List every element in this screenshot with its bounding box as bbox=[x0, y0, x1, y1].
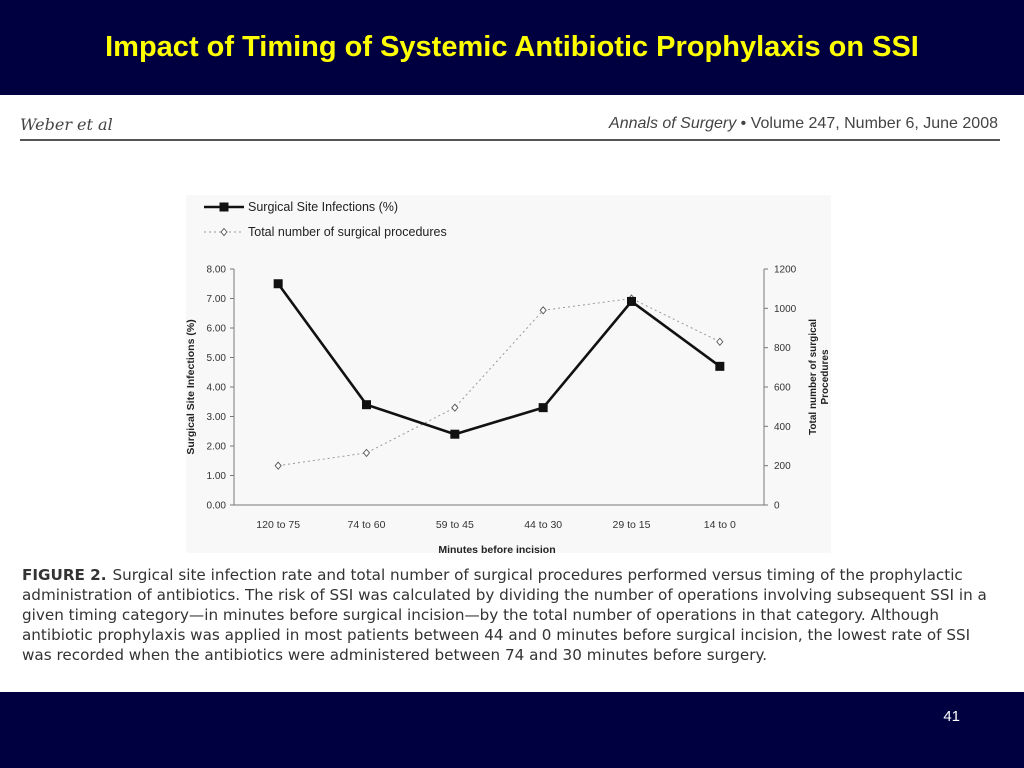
journal-bullet: • bbox=[740, 115, 747, 132]
y-tick-label: 6.00 bbox=[207, 324, 227, 335]
procedures-point bbox=[274, 461, 282, 470]
journal-citation: Annals of Surgery • Volume 247, Number 6… bbox=[609, 115, 998, 133]
y-tick-label: 5.00 bbox=[207, 353, 227, 364]
y2-axis-title-line1: Total number of surgical bbox=[808, 319, 819, 435]
y-tick-label: 2.00 bbox=[207, 442, 227, 453]
caption-text: Surgical site infection rate and total n… bbox=[22, 566, 987, 664]
y2-tick-label: 1200 bbox=[774, 265, 797, 276]
y-tick-label: 3.00 bbox=[207, 412, 227, 423]
procedures-point bbox=[451, 403, 459, 412]
x-tick-label: 120 to 75 bbox=[256, 519, 300, 531]
x-tick-label: 44 to 30 bbox=[524, 519, 562, 531]
y-axis-title: Surgical Site Infections (%) bbox=[186, 319, 197, 454]
x-tick-label: 14 to 0 bbox=[704, 519, 736, 531]
page-number: 41 bbox=[943, 708, 960, 725]
y2-tick-label: 1000 bbox=[774, 304, 797, 315]
slide-title: Impact of Timing of Systemic Antibiotic … bbox=[0, 0, 1024, 95]
x-tick-label: 74 to 60 bbox=[348, 519, 386, 531]
journal-issue: Volume 247, Number 6, June 2008 bbox=[750, 115, 998, 132]
y-tick-label: 1.00 bbox=[207, 471, 227, 482]
y2-axis-title-line2: Procedures bbox=[820, 349, 831, 404]
ssi-point bbox=[538, 403, 548, 413]
ssi-point bbox=[450, 429, 460, 439]
legend-ssi-marker bbox=[219, 202, 229, 212]
procedures-point bbox=[362, 448, 371, 458]
figure-box: 0.00 1.00 2.00 3.00 4.00 5.00 6.00 7.00 8.00 0 200… bbox=[186, 195, 831, 553]
ssi-point bbox=[715, 361, 725, 371]
procedures-series-line bbox=[278, 297, 721, 467]
y-tick-label: 4.00 bbox=[207, 383, 227, 394]
x-axis-title: Minutes before incision bbox=[438, 544, 555, 553]
ssi-timing-chart: 0.00 1.00 2.00 3.00 4.00 5.00 6.00 7.00 8.00 0 200… bbox=[186, 200, 831, 553]
y-tick-label: 7.00 bbox=[207, 294, 227, 305]
legend-procedures-label: Total number of surgical procedures bbox=[248, 225, 447, 239]
x-tick-label: 59 to 45 bbox=[436, 519, 474, 531]
ssi-point bbox=[273, 279, 283, 289]
slide-content: Weber et al Annals of Surgery • Volume 2… bbox=[0, 95, 1024, 692]
caption-label: FIGURE 2. bbox=[22, 566, 107, 584]
ssi-point bbox=[362, 400, 371, 410]
ssi-point bbox=[627, 296, 636, 306]
y2-tick-label: 800 bbox=[774, 343, 791, 354]
ssi-series-line bbox=[277, 282, 721, 436]
x-tick-label: 29 to 15 bbox=[613, 519, 651, 531]
y2-tick-label: 0 bbox=[774, 501, 780, 512]
y-tick-label: 0.00 bbox=[207, 501, 227, 512]
journal-name: Annals of Surgery bbox=[609, 115, 737, 132]
legend-procedures-marker bbox=[220, 227, 228, 237]
figure-caption: FIGURE 2. Surgical site infection rate an… bbox=[22, 565, 1002, 665]
procedures-point bbox=[716, 337, 724, 346]
y2-tick-label: 600 bbox=[774, 383, 791, 394]
y2-tick-label: 400 bbox=[774, 422, 791, 433]
procedures-point bbox=[539, 306, 547, 315]
journal-header: Weber et al Annals of Surgery • Volume 2… bbox=[20, 113, 1000, 141]
legend-ssi-label: Surgical Site Infections (%) bbox=[248, 200, 398, 214]
y2-tick-label: 200 bbox=[774, 461, 791, 472]
y-tick-label: 8.00 bbox=[207, 265, 227, 276]
journal-authors: Weber et al bbox=[20, 115, 113, 134]
